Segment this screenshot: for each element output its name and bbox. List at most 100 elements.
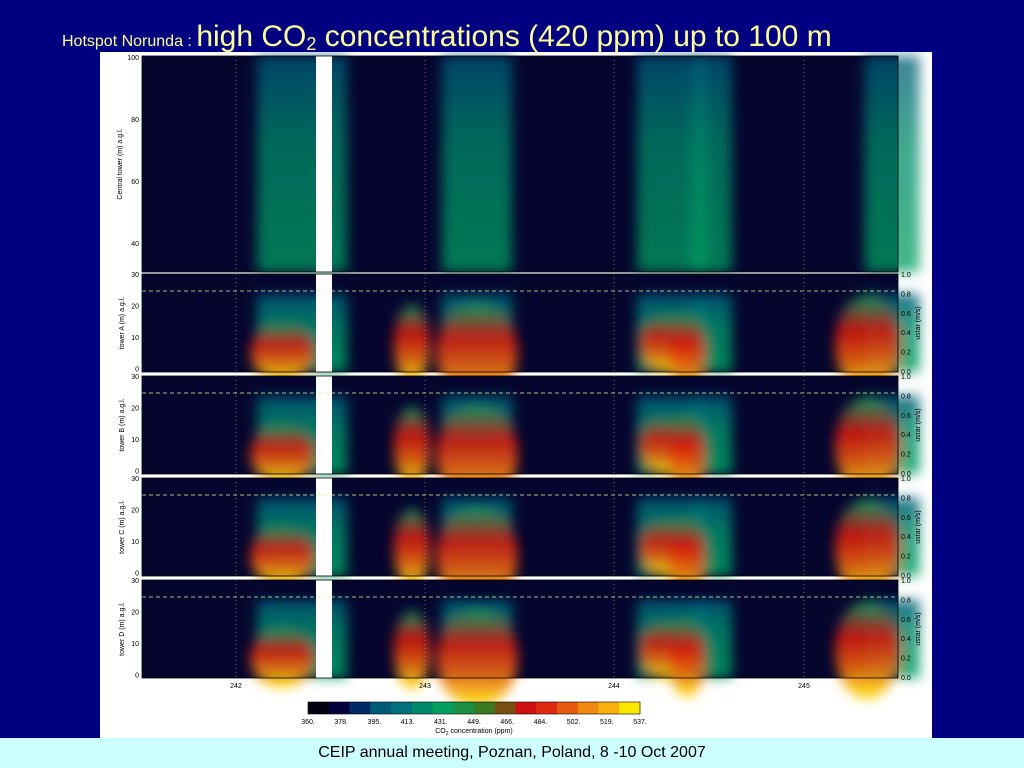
colorbar-label: 395. (368, 719, 382, 726)
hotspot (835, 601, 899, 699)
y-tick-label: 20 (131, 508, 139, 515)
y-tick-label: 10 (131, 437, 139, 444)
colorbar-label: 466. (500, 719, 514, 726)
colorbar-label: 413. (401, 719, 415, 726)
plume (442, 56, 512, 272)
y2-tick-label: 0.6 (901, 617, 911, 624)
y-tick-label: 20 (131, 610, 139, 617)
colorbar-title-sub: 2 (446, 731, 449, 737)
y-tick-label: 80 (131, 117, 139, 124)
y2-tick-label: 0.2 (901, 452, 911, 459)
data-gap (316, 478, 332, 576)
title-prefix: Hotspot Norunda : (62, 33, 192, 50)
y-axis-label: Central tower (m) a.g.l. (117, 128, 124, 199)
y2-axis-label: ustar (m/s) (915, 306, 922, 339)
hotspot (436, 609, 518, 707)
y2-tick-label: 0.2 (901, 554, 911, 561)
y-axis-label: tower C (m) a.g.l. (119, 500, 126, 554)
y-tick-label: 0 (135, 571, 139, 578)
data-gap (316, 376, 332, 474)
colorbar-cell (557, 702, 579, 714)
y-tick-label: 30 (131, 476, 139, 483)
panel-frame (141, 477, 899, 577)
heatmap (141, 375, 920, 503)
y-tick-label: 20 (131, 406, 139, 413)
y-tick-label: 60 (131, 179, 139, 186)
y-axis-label: tower A (m) a.g.l. (119, 297, 126, 350)
colorbar-cell (474, 702, 496, 714)
y2-tick-label: 0.6 (901, 413, 911, 420)
y-tick-label: 30 (131, 578, 139, 585)
y2-tick-label: 1.0 (901, 272, 911, 279)
panel-frame (141, 55, 899, 273)
x-tick-label: 243 (419, 683, 431, 690)
y-tick-label: 20 (131, 304, 139, 311)
hotspot (835, 499, 899, 597)
y2-tick-label: 0.8 (901, 495, 911, 502)
heatmap (141, 579, 920, 707)
heatmap (141, 55, 920, 273)
colorbar-cell (328, 702, 350, 714)
y2-tick-label: 0.4 (901, 534, 911, 541)
colorbar-cell (391, 702, 413, 714)
y-tick-label: 10 (131, 641, 139, 648)
y2-tick-label: 1.0 (901, 374, 911, 381)
y-tick-label: 10 (131, 335, 139, 342)
heatmap-field (250, 498, 920, 605)
colorbar-label: 360. (301, 719, 315, 726)
title-sub: 2 (306, 34, 317, 55)
y-tick-label: 0 (135, 469, 139, 476)
footer: CEIP annual meeting, Poznan, Poland, 8 -… (0, 738, 1024, 768)
y-tick-label: 40 (131, 241, 139, 248)
y-tick-label: 10 (131, 539, 139, 546)
colorbar-frame (307, 701, 641, 715)
colorbar-cell (515, 702, 537, 714)
hotspot (250, 526, 314, 586)
colorbar-title-rest: concentration (ppm) (449, 728, 513, 735)
plume (692, 56, 732, 272)
panel-frame (141, 579, 899, 679)
heatmap (141, 273, 920, 401)
heatmap-field (250, 396, 920, 503)
colorbar-label: 502. (567, 719, 581, 726)
y2-tick-label: 0.4 (901, 636, 911, 643)
y-tick-label: 0 (135, 673, 139, 680)
x-tick-label: 242 (230, 683, 242, 690)
data-gap (316, 274, 332, 372)
heatmap-background (142, 56, 898, 272)
y2-axis-label: ustar (m/s) (915, 408, 922, 441)
colorbar-label: 378. (334, 719, 348, 726)
colorbar-title: CO2 concentration (ppm) (435, 728, 512, 737)
colorbar-cell (411, 702, 433, 714)
y2-tick-label: 0.0 (901, 369, 911, 376)
colorbar-cell (494, 702, 516, 714)
hotspot (393, 406, 431, 486)
hotspot (668, 414, 706, 494)
y2-tick-label: 0.4 (901, 432, 911, 439)
y2-tick-label: 0.6 (901, 311, 911, 318)
title-main: high CO (196, 20, 307, 53)
y2-axis-label: ustar (m/s) (915, 510, 922, 543)
plume (864, 56, 920, 272)
hotspot (393, 304, 431, 384)
colorbar-label: 537. (633, 719, 647, 726)
heatmap-field (250, 294, 920, 401)
colorbar-cell (308, 702, 330, 714)
heatmap-field (257, 56, 920, 272)
y2-tick-label: 0.8 (901, 597, 911, 604)
colorbar-cell (349, 702, 371, 714)
y2-tick-label: 0.4 (901, 330, 911, 337)
hotspot (250, 322, 314, 382)
hotspot (668, 312, 706, 392)
heatmap (141, 477, 920, 605)
colorbar-cell (432, 702, 454, 714)
data-gap (316, 580, 332, 678)
x-tick-label: 244 (608, 683, 620, 690)
y-axis-label: tower D (m) a.g.l. (119, 602, 126, 656)
y2-tick-label: 0.8 (901, 291, 911, 298)
panel-frame (141, 273, 899, 373)
y2-tick-label: 0.2 (901, 350, 911, 357)
colorbar-label: 449. (467, 719, 481, 726)
